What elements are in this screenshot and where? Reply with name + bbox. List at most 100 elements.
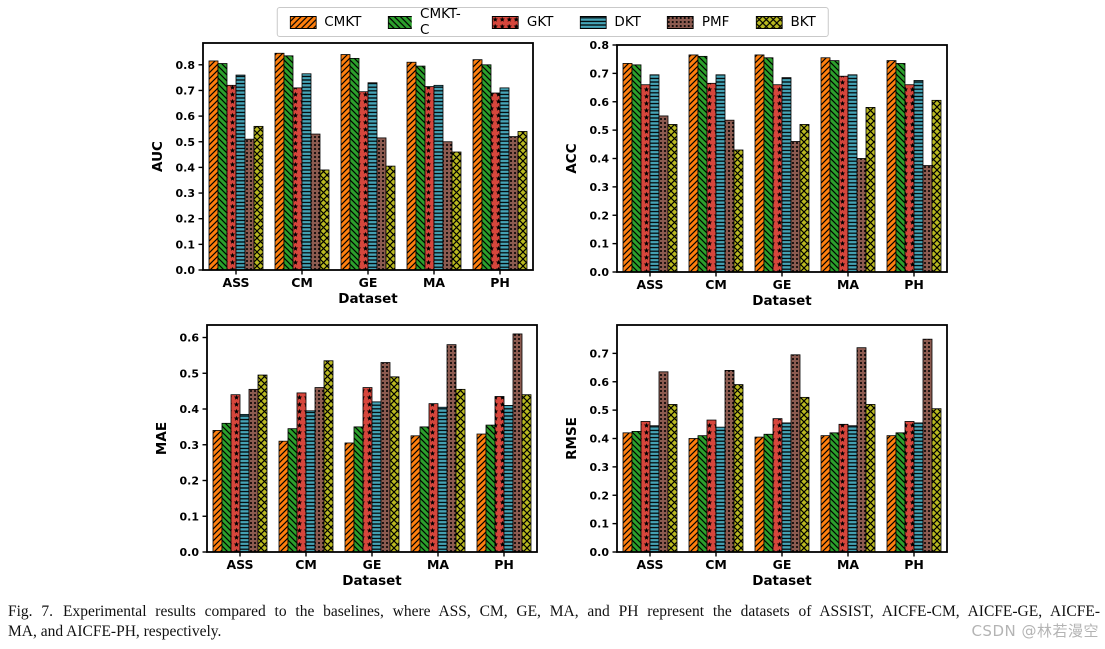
bar-dkt-ass <box>649 74 660 273</box>
rmse-bar-chart: 0.0 0.1 0.2 0.3 0.4 0.5 0.6 0.7 ASS CM GE MA PH Datas… <box>564 324 948 589</box>
bar-pmf-ass <box>244 138 255 271</box>
bar-cmkt-c-ph <box>895 63 906 273</box>
caption-figure-label: Fig. 7. <box>8 603 53 620</box>
legend-label-gkt: GKT <box>526 14 554 30</box>
bar-dkt-ph <box>913 422 924 553</box>
cmkt-swatch-icon <box>289 15 317 29</box>
bar-cmkt-ph <box>476 433 487 553</box>
bar-dkt-ge <box>371 401 382 553</box>
bar-cmkt-c-ma <box>415 65 426 271</box>
bar-cmkt-c-ma <box>419 426 430 553</box>
caption-line-1: Fig. 7. Experimental results compared to … <box>8 602 1100 622</box>
bar-dkt-ge <box>781 422 792 553</box>
caption-text-1: Experimental results compared to the bas… <box>63 603 1100 620</box>
bar-cmkt-c-ph <box>481 64 492 271</box>
bar-bkt-ass <box>667 404 678 553</box>
bar-pmf-ass <box>658 115 669 273</box>
legend-item-dkt: DKT <box>579 14 641 30</box>
bar-bkt-ge <box>385 165 396 271</box>
x-category-label: GE <box>363 557 382 572</box>
bar-pmf-ph <box>508 136 519 271</box>
bar-cmkt-ma <box>820 435 831 553</box>
bar-bkt-ge <box>389 376 400 553</box>
figure-caption: Fig. 7. Experimental results compared to … <box>8 602 1100 642</box>
y-tick-label: 0.1 <box>590 518 610 531</box>
bar-gkt-ge <box>772 84 783 273</box>
bar-dkt-cm <box>715 426 726 553</box>
bar-gkt-ass <box>226 84 237 271</box>
bar-pmf-ge <box>376 137 387 271</box>
bar-bkt-ph <box>931 99 942 273</box>
bar-dkt-ass <box>649 425 660 553</box>
y-tick-label: 0.1 <box>590 238 610 251</box>
x-axis-title: Dataset <box>338 291 398 307</box>
bar-dkt-ph <box>499 87 510 271</box>
bar-dkt-ma <box>437 406 448 553</box>
x-category-label: CM <box>705 557 727 572</box>
legend-label-dkt: DKT <box>614 14 641 30</box>
y-tick-label: 0.2 <box>590 489 610 502</box>
bar-gkt-ph <box>494 396 505 553</box>
y-tick-label: 0.5 <box>176 136 196 149</box>
bar-gkt-ge <box>362 387 373 553</box>
bar-bkt-ph <box>931 408 942 553</box>
x-category-label: PH <box>904 557 924 572</box>
bar-dkt-ge <box>367 82 378 271</box>
bar-cmkt-ma <box>820 57 831 273</box>
bar-cmkt-c-ph <box>895 432 906 553</box>
csdn-watermark: CSDN @林若漫空 <box>971 622 1099 640</box>
bar-cmkt-c-ass <box>217 63 228 271</box>
y-tick-label: 0.4 <box>590 153 610 166</box>
y-tick-label: 0.7 <box>590 347 610 360</box>
y-axis-title: MAE <box>154 422 170 455</box>
bar-gkt-ph <box>490 92 501 271</box>
acc-bar-chart: 0.0 0.1 0.2 0.3 0.4 0.5 0.6 0.7 0.8 ASS CM GE MA PH Da… <box>564 39 948 309</box>
bar-gkt-ass <box>640 84 651 273</box>
y-tick-label: 0.0 <box>176 264 196 277</box>
x-category-label: MA <box>423 275 445 290</box>
legend-item-bkt: BKT <box>755 14 816 30</box>
x-category-label: GE <box>773 277 792 292</box>
cmkt-c-swatch-icon <box>387 15 413 29</box>
auc-bar-chart: 0.0 0.1 0.2 0.3 0.4 0.5 0.6 0.7 0.8 ASS CM GE MA PH Da… <box>150 42 534 307</box>
bar-pmf-ge <box>790 354 801 553</box>
bar-cmkt-ass <box>208 60 219 271</box>
y-tick-label: 0.6 <box>180 332 200 345</box>
y-tick-label: 0.3 <box>590 181 610 194</box>
bar-cmkt-ass <box>622 432 633 553</box>
bar-gkt-ma <box>428 403 439 553</box>
bar-bkt-ass <box>667 124 678 273</box>
y-tick-label: 0.1 <box>180 510 200 523</box>
bar-cmkt-ph <box>886 60 897 273</box>
bar-cmkt-c-ge <box>353 426 364 553</box>
bar-gkt-ass <box>640 421 651 553</box>
legend-item-pmf: PMF <box>666 14 729 30</box>
x-category-label: ASS <box>636 277 663 292</box>
bar-cmkt-ph <box>472 59 483 271</box>
bar-dkt-ass <box>235 74 246 271</box>
y-tick-label: 0.8 <box>590 39 610 52</box>
y-tick-label: 0.7 <box>590 67 610 80</box>
bar-gkt-ass <box>230 394 241 553</box>
x-axis-title: Dataset <box>752 293 812 309</box>
y-tick-label: 0.2 <box>180 475 200 488</box>
bar-cmkt-c-ass <box>221 422 232 553</box>
bar-cmkt-c-ph <box>485 424 496 553</box>
bar-cmkt-ass <box>212 430 223 553</box>
bar-pmf-ma <box>446 344 457 553</box>
bar-dkt-ph <box>913 80 924 273</box>
bar-gkt-cm <box>706 82 717 273</box>
bar-dkt-ge <box>781 77 792 273</box>
bkt-swatch-icon <box>755 15 783 29</box>
bar-cmkt-c-ge <box>763 433 774 553</box>
bar-dkt-ma <box>847 425 858 553</box>
x-category-label: PH <box>490 275 510 290</box>
x-category-label: MA <box>837 557 859 572</box>
x-category-label: CM <box>295 557 317 572</box>
bar-gkt-ph <box>904 421 915 553</box>
bar-cmkt-ge <box>754 54 765 273</box>
bar-dkt-ma <box>433 84 444 271</box>
bar-cmkt-ma <box>406 61 417 271</box>
legend-item-cmkt: CMKT <box>289 14 361 30</box>
y-tick-label: 0.5 <box>590 124 610 137</box>
